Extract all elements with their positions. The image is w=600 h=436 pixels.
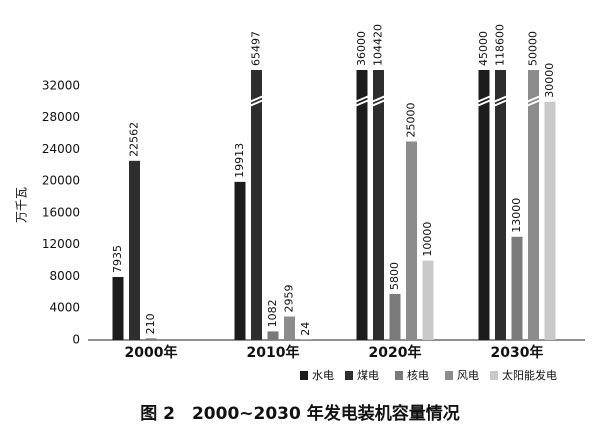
bar <box>511 236 523 340</box>
y-axis-label: 万千瓦 <box>15 187 29 223</box>
bar <box>267 331 279 340</box>
bar <box>356 70 368 340</box>
y-tick-label: 24000 <box>42 142 80 156</box>
legend-label: 煤电 <box>357 369 379 382</box>
value-label: 7935 <box>111 245 124 273</box>
break-mark <box>354 95 370 107</box>
value-label: 65497 <box>250 31 263 66</box>
legend-swatch <box>395 371 403 380</box>
caption: 图 2 2000~2030 年发电装机容量情况 <box>140 403 460 424</box>
bar <box>145 338 157 340</box>
legend-swatch <box>490 371 498 380</box>
break-mark <box>476 95 492 107</box>
bar <box>544 101 556 340</box>
y-tick-label: 28000 <box>42 110 80 124</box>
bar <box>478 70 490 340</box>
x-tick-label: 2010年 <box>247 344 300 361</box>
value-label: 210 <box>144 313 157 334</box>
value-label: 30000 <box>543 63 556 98</box>
value-label: 118600 <box>494 24 507 66</box>
y-tick-label: 4000 <box>49 301 80 315</box>
legend-label: 水电 <box>312 369 334 382</box>
value-label: 10000 <box>421 222 434 257</box>
bar <box>373 70 384 340</box>
value-label: 2959 <box>283 285 296 313</box>
legend-swatch <box>300 371 308 380</box>
bar <box>495 70 506 340</box>
break-mark <box>493 95 508 107</box>
bar <box>422 260 434 340</box>
bars <box>112 70 556 341</box>
legend-label: 太阳能发电 <box>502 368 557 382</box>
bar <box>234 181 246 340</box>
value-label: 24 <box>299 322 312 336</box>
bar <box>528 70 539 341</box>
value-label: 13000 <box>510 198 523 233</box>
bar <box>112 276 124 340</box>
value-label: 25000 <box>405 102 418 137</box>
value-label: 50000 <box>527 31 540 66</box>
y-tick-label: 8000 <box>49 269 80 283</box>
legend-label: 核电 <box>407 368 429 382</box>
legend-swatch <box>345 371 353 380</box>
bar <box>129 160 140 340</box>
break-mark <box>249 95 264 107</box>
value-label: 5800 <box>388 262 401 290</box>
legend-swatch <box>445 371 453 380</box>
y-tick-label: 16000 <box>42 205 80 219</box>
value-label: 45000 <box>477 31 490 66</box>
bar <box>251 70 262 340</box>
break-mark <box>371 95 386 107</box>
break-mark <box>526 95 541 107</box>
value-label: 104420 <box>372 24 385 66</box>
x-tick-label: 2000年 <box>125 344 178 361</box>
legend-label: 风电 <box>457 369 479 382</box>
value-label: 36000 <box>355 31 368 66</box>
value-label: 22562 <box>128 122 141 157</box>
y-tick-label: 12000 <box>42 237 80 251</box>
x-tick-label: 2030年 <box>491 344 544 361</box>
y-tick-label: 0 <box>72 333 80 347</box>
y-tick-label: 20000 <box>42 174 80 188</box>
bar <box>284 316 295 340</box>
value-label: 19913 <box>233 143 246 178</box>
x-tick-label: 2020年 <box>369 344 422 361</box>
bar <box>389 293 401 340</box>
y-tick-label: 32000 <box>42 78 80 92</box>
value-label: 1082 <box>266 299 279 327</box>
bar <box>406 141 417 340</box>
